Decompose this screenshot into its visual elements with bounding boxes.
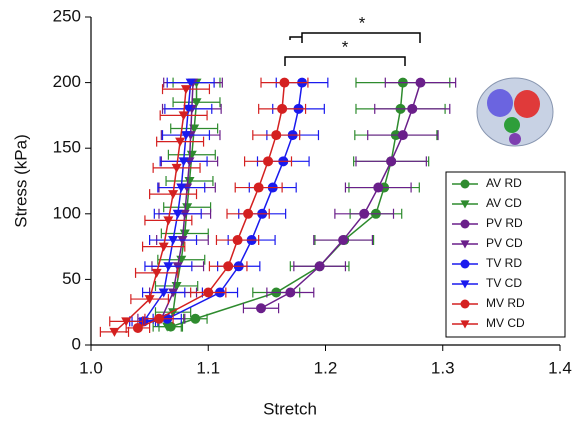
marker — [163, 262, 174, 272]
marker — [176, 183, 187, 193]
x-tick-label: 1.2 — [314, 358, 338, 377]
marker — [175, 137, 186, 147]
marker — [183, 104, 194, 114]
marker — [171, 163, 182, 173]
marker — [277, 103, 288, 114]
marker — [415, 77, 426, 88]
y-tick-label: 100 — [53, 203, 81, 222]
series — [152, 77, 221, 332]
marker — [203, 287, 214, 298]
annotation: * — [342, 37, 349, 56]
marker — [338, 235, 349, 246]
marker — [314, 261, 325, 272]
y-tick-label: 0 — [72, 334, 81, 353]
y-axis-label: Stress (kPa) — [11, 134, 30, 228]
series-line — [260, 82, 422, 309]
series-line — [160, 82, 194, 320]
marker — [460, 299, 470, 309]
marker — [279, 77, 290, 88]
marker — [359, 208, 370, 219]
marker — [232, 235, 243, 246]
marker — [178, 157, 189, 167]
legend-label: PV RD — [486, 216, 523, 230]
series — [125, 77, 309, 333]
marker — [460, 259, 470, 269]
y-tick-label: 150 — [53, 138, 81, 157]
valve-inset — [476, 77, 554, 147]
x-tick-label: 1.0 — [79, 358, 103, 377]
marker — [460, 219, 470, 229]
marker — [253, 182, 264, 193]
legend-label: AV CD — [486, 196, 522, 210]
marker — [285, 287, 296, 298]
series — [242, 77, 457, 314]
x-tick-label: 1.3 — [431, 358, 455, 377]
legend-label: PV CD — [486, 236, 523, 250]
legend — [445, 171, 566, 338]
marker — [407, 103, 418, 114]
series — [99, 84, 211, 337]
marker — [256, 303, 267, 314]
marker — [178, 111, 189, 121]
marker — [397, 130, 408, 141]
marker — [163, 216, 174, 226]
marker — [144, 295, 155, 305]
marker — [191, 98, 202, 108]
marker — [190, 313, 201, 324]
annotation: * — [359, 13, 366, 32]
marker — [460, 179, 470, 189]
y-tick-label: 50 — [62, 269, 81, 288]
y-tick-label: 250 — [53, 6, 81, 25]
legend-label: TV CD — [486, 276, 522, 290]
marker — [460, 280, 470, 289]
marker — [158, 288, 169, 298]
marker — [132, 322, 143, 333]
marker — [185, 78, 196, 88]
marker — [386, 156, 397, 167]
marker — [460, 200, 470, 209]
marker — [121, 317, 132, 327]
marker — [180, 85, 191, 95]
marker — [184, 177, 195, 186]
x-tick-label: 1.4 — [548, 358, 572, 377]
marker — [263, 156, 274, 167]
marker — [162, 322, 173, 332]
legend-label: MV RD — [486, 296, 525, 310]
marker — [179, 229, 190, 239]
series — [137, 77, 223, 324]
marker — [154, 313, 165, 324]
legend-label: TV RD — [486, 256, 522, 270]
marker — [271, 130, 282, 141]
marker — [172, 209, 183, 219]
marker — [158, 242, 169, 252]
marker — [182, 203, 193, 213]
marker — [243, 208, 254, 219]
legend-label: AV RD — [486, 176, 522, 190]
series — [129, 77, 215, 327]
significance-brackets — [284, 32, 421, 66]
marker — [138, 317, 149, 327]
marker — [180, 131, 191, 141]
series-line — [143, 82, 192, 322]
marker — [151, 268, 162, 278]
marker — [373, 182, 384, 193]
x-axis-label: Stretch — [263, 399, 317, 418]
marker — [109, 327, 120, 337]
y-tick-label: 200 — [53, 72, 81, 91]
marker — [168, 236, 179, 246]
marker — [168, 190, 179, 200]
legend-label: MV CD — [486, 316, 525, 330]
x-tick-label: 1.1 — [196, 358, 220, 377]
marker — [223, 261, 234, 272]
marker — [460, 320, 470, 329]
legend-entries: AV RD AV CD PV RD PV CD TV RD TV CD MV RD MV CD — [452, 176, 525, 330]
marker — [460, 240, 470, 249]
